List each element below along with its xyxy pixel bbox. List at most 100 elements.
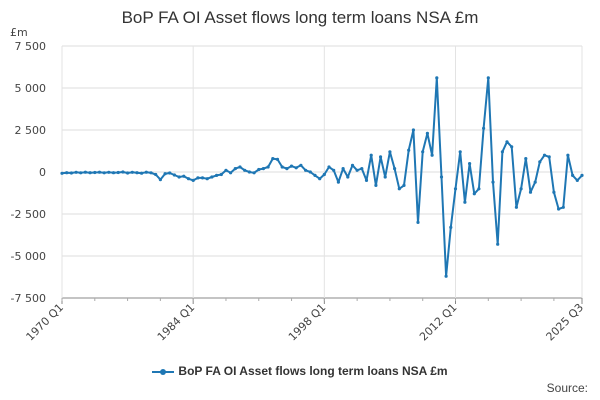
data-point xyxy=(332,168,336,172)
data-point xyxy=(421,150,425,154)
data-point xyxy=(538,160,542,164)
data-point xyxy=(341,167,345,171)
data-point xyxy=(313,173,317,177)
data-point xyxy=(439,175,444,179)
data-point xyxy=(360,167,364,171)
data-point xyxy=(472,192,476,196)
data-point xyxy=(126,171,130,175)
data-point xyxy=(215,173,219,177)
data-point xyxy=(566,153,570,157)
data-point xyxy=(496,242,500,246)
y-tick-label: -2 500 xyxy=(11,208,46,221)
data-point xyxy=(557,207,561,211)
data-point xyxy=(163,172,167,176)
data-point xyxy=(514,205,519,209)
data-point xyxy=(374,183,378,187)
data-point xyxy=(219,172,223,177)
data-point xyxy=(88,171,92,175)
data-point xyxy=(196,176,200,180)
data-point xyxy=(491,180,495,184)
data-point xyxy=(121,170,125,174)
y-tick-label: -5 000 xyxy=(11,250,46,263)
chart-title: BoP FA OI Asset flows long term loans NS… xyxy=(121,8,479,27)
data-point xyxy=(322,172,326,177)
data-point xyxy=(575,178,579,182)
data-point xyxy=(205,177,209,181)
data-point xyxy=(379,155,383,159)
data-point xyxy=(524,157,528,161)
data-point xyxy=(444,274,448,278)
data-point xyxy=(453,187,458,191)
data-point xyxy=(69,171,73,175)
data-point xyxy=(130,170,134,174)
data-point xyxy=(350,163,355,167)
x-tick-label: 1970 Q1 xyxy=(24,301,67,344)
data-point xyxy=(519,187,523,191)
data-point xyxy=(65,171,69,175)
data-point xyxy=(528,190,533,194)
data-point xyxy=(149,171,153,175)
data-point xyxy=(449,225,453,229)
data-point xyxy=(191,178,195,182)
data-point xyxy=(97,170,102,174)
data-point xyxy=(369,153,373,157)
data-point xyxy=(571,173,575,177)
data-point xyxy=(158,178,162,182)
data-point xyxy=(154,172,158,177)
data-point xyxy=(83,170,87,174)
data-point xyxy=(346,175,350,179)
data-point xyxy=(289,164,294,168)
data-point xyxy=(233,167,237,171)
data-point xyxy=(168,171,172,175)
data-point xyxy=(393,167,397,171)
series-line xyxy=(61,76,583,278)
data-point xyxy=(285,167,289,171)
data-point xyxy=(210,175,214,179)
data-point xyxy=(304,168,308,172)
data-point xyxy=(107,170,111,174)
y-tick-label: 5 000 xyxy=(15,82,47,95)
data-point xyxy=(252,171,256,175)
y-tick-label: 7 500 xyxy=(15,40,47,53)
data-point xyxy=(294,166,298,170)
data-point xyxy=(60,171,64,175)
data-point xyxy=(505,140,509,144)
x-tick-label: 2025 Q3 xyxy=(544,301,587,344)
legend[interactable]: BoP FA OI Asset flows long term loans NS… xyxy=(0,364,600,378)
data-point xyxy=(275,157,280,161)
y-tick-label: -7 500 xyxy=(11,292,46,305)
data-point xyxy=(468,162,472,166)
data-point xyxy=(111,171,116,175)
data-point xyxy=(93,170,97,175)
data-point xyxy=(177,175,181,179)
data-point xyxy=(144,170,148,174)
data-point xyxy=(500,150,504,154)
data-point xyxy=(299,163,303,167)
data-point xyxy=(435,76,439,80)
data-point xyxy=(229,171,233,175)
data-point xyxy=(102,171,106,175)
data-point xyxy=(411,128,415,132)
x-tick-label: 1998 Q1 xyxy=(286,301,329,344)
data-point xyxy=(135,171,139,175)
data-point xyxy=(533,180,537,184)
source-label: Source: xyxy=(546,381,588,395)
data-point xyxy=(327,165,331,169)
data-point xyxy=(542,153,547,157)
data-point xyxy=(224,168,228,172)
data-point xyxy=(416,220,420,224)
data-point xyxy=(336,180,340,184)
data-point xyxy=(383,175,387,179)
data-point xyxy=(318,177,322,181)
data-point xyxy=(355,168,359,172)
data-point xyxy=(257,167,261,172)
data-point xyxy=(407,148,411,152)
y-tick-label: 2 500 xyxy=(15,124,47,137)
data-point xyxy=(402,183,406,187)
data-point xyxy=(200,176,205,180)
data-point xyxy=(547,155,551,159)
data-point xyxy=(116,170,120,175)
legend-swatch xyxy=(152,366,175,378)
data-point xyxy=(364,178,369,182)
data-point xyxy=(280,165,284,169)
